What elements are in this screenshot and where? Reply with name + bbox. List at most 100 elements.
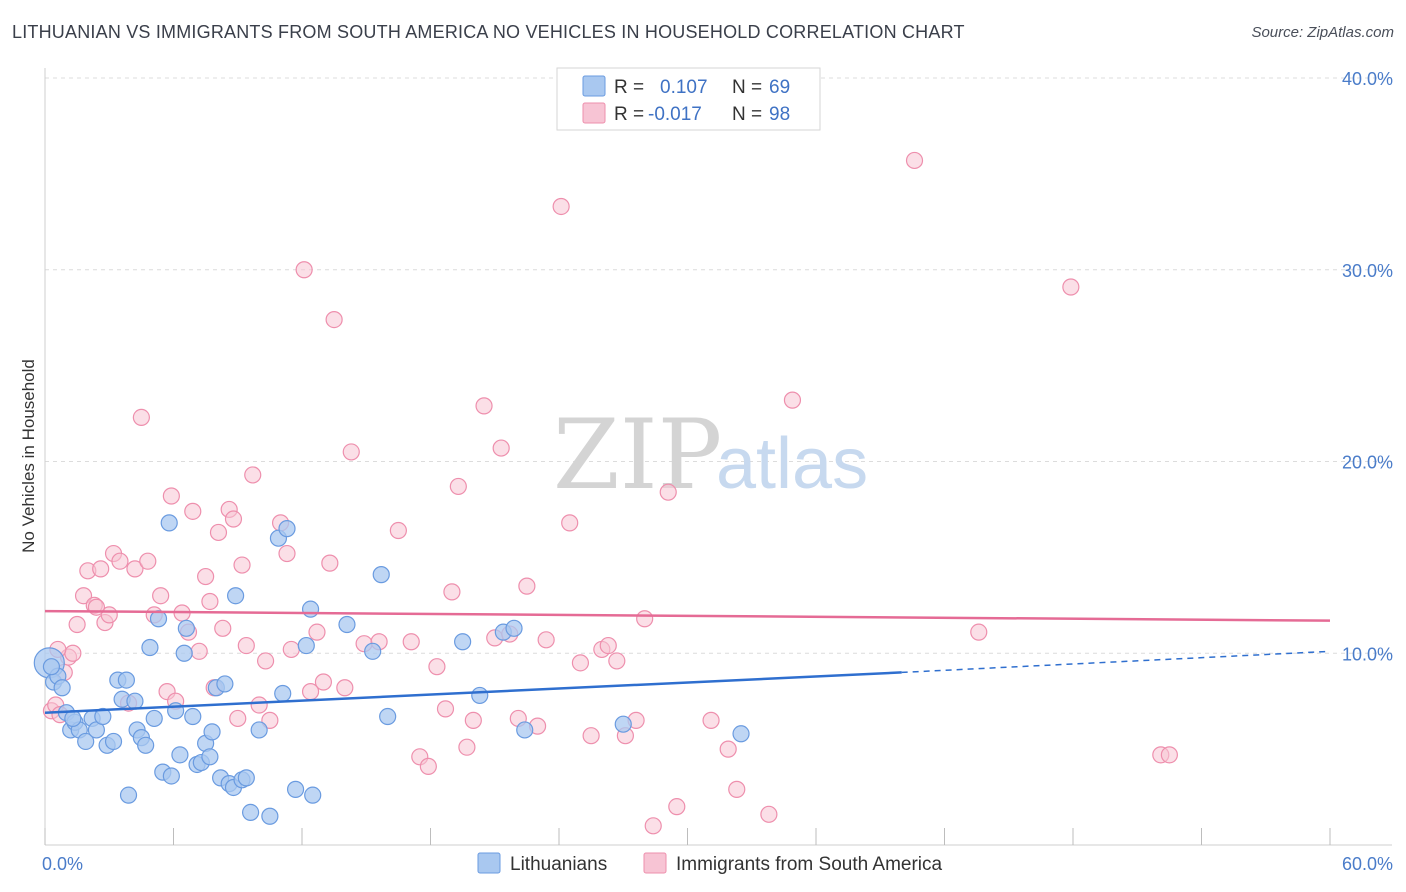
lithuanians-point-21 [137, 736, 155, 754]
lithuanians-point-27 [162, 767, 180, 785]
immigrants-point-82 [636, 610, 654, 628]
immigrants-point-45 [295, 261, 313, 279]
immigrants-point-83 [644, 817, 662, 835]
lithuanians-point-46 [242, 803, 260, 822]
lithuanians-point-59 [379, 707, 397, 726]
immigrants-point-85 [668, 798, 686, 816]
lithuanians-point-51 [278, 520, 296, 538]
bottom-legend-label-immigrants: Immigrants from South America [676, 854, 943, 875]
lithuanians-point-3 [53, 679, 71, 697]
lithuanians-point-65 [614, 715, 632, 733]
immigrants-point-89 [760, 805, 778, 823]
immigrants-point-37 [237, 636, 255, 655]
lithuanians-point-60 [454, 633, 472, 651]
immigrants-point-44 [282, 640, 300, 659]
immigrants-point-64 [464, 711, 482, 729]
immigrants-point-61 [443, 583, 461, 601]
immigrants-point-62 [449, 477, 467, 496]
x-tick-label-1: 60.0% [1342, 854, 1393, 874]
immigrants-point-91 [905, 151, 924, 170]
lithuanians-point-11 [94, 707, 112, 726]
immigrants-point-20 [152, 587, 170, 605]
series-lithuanians-points [33, 514, 750, 825]
immigrants-point-70 [518, 577, 536, 595]
immigrants-point-84 [659, 483, 677, 501]
tick-labels: 10.0% 20.0% 30.0% 40.0% 0.0% 60.0% [42, 69, 1393, 874]
immigrants-point-41 [261, 711, 279, 729]
bottom-legend-swatch-lithuanians [477, 852, 501, 874]
immigrants-point-51 [336, 679, 354, 697]
immigrants-point-72 [537, 631, 555, 649]
immigrants-point-92 [970, 623, 988, 641]
lithuanians-point-30 [175, 644, 193, 662]
lithuanians-point-36 [201, 748, 219, 766]
lithuanians-point-61 [471, 686, 489, 705]
lithuanians-point-18 [126, 692, 144, 710]
immigrants-point-79 [608, 652, 626, 670]
lithuanians-point-53 [297, 636, 315, 655]
lithuanians-point-64 [516, 721, 534, 739]
immigrants-point-93 [1062, 278, 1080, 296]
immigrants-point-52 [342, 443, 360, 461]
immigrants-point-14 [111, 552, 129, 570]
legend-n-label-1: N = [732, 77, 762, 98]
y-tick-label-2: 30.0% [1342, 261, 1393, 281]
legend-r-value-2: -0.017 [648, 104, 702, 125]
immigrants-point-86 [702, 711, 720, 729]
lithuanians-point-63 [505, 619, 523, 637]
chart-title: LITHUANIAN VS IMMIGRANTS FROM SOUTH AMER… [12, 22, 965, 42]
legend-swatch-lithuanians [582, 75, 606, 97]
immigrants-point-38 [244, 466, 262, 484]
lithuanians-point-26 [160, 514, 178, 532]
lithuanians-trend-dashed [901, 650, 1331, 674]
lithuanians-point-43 [227, 587, 245, 605]
immigrants-point-74 [561, 514, 579, 532]
immigrants-point-87 [719, 740, 737, 758]
immigrants-point-55 [389, 521, 407, 540]
lithuanians-point-32 [184, 707, 202, 726]
lithuanians-trend-solid [44, 671, 902, 714]
grid-lines [45, 77, 1392, 654]
lithuanians-point-16 [117, 671, 135, 689]
watermark-atlas: atlas [716, 424, 868, 504]
immigrants-point-60 [436, 700, 455, 718]
lithuanians-point-40 [216, 675, 234, 693]
y-tick-label-1: 20.0% [1342, 453, 1393, 473]
series-immigrants-points [42, 151, 1178, 835]
lithuanians-point-50 [274, 684, 292, 703]
lithuanians-point-52 [286, 780, 305, 798]
immigrants-point-26 [184, 502, 202, 520]
immigrants-point-56 [402, 633, 420, 651]
legend-n-value-1: 69 [769, 77, 790, 98]
bottom-legend-label-lithuanians: Lithuanians [510, 854, 607, 875]
lithuanians-point-8 [77, 732, 95, 751]
immigrants-point-50 [325, 311, 343, 329]
immigrants-point-5 [64, 644, 82, 662]
immigrants-point-63 [458, 738, 476, 756]
lithuanians-point-68 [42, 658, 61, 676]
series-legend: Lithuanians Immigrants from South Americ… [477, 852, 943, 875]
lithuanians-point-31 [177, 619, 195, 637]
immigrants-point-88 [728, 780, 746, 798]
y-tick-label-0: 10.0% [1342, 644, 1393, 664]
immigrants-point-27 [190, 642, 208, 660]
immigrants-point-73 [552, 197, 570, 216]
lithuanians-point-55 [304, 786, 322, 804]
immigrants-point-32 [214, 619, 232, 637]
lithuanians-point-66 [732, 725, 750, 743]
immigrants-point-97 [87, 598, 106, 616]
immigrants-point-40 [256, 652, 275, 670]
legend-r-label-1: R = [614, 77, 644, 98]
lithuanians-point-58 [372, 566, 390, 584]
immigrants-point-95 [1160, 746, 1178, 764]
immigrants-point-75 [571, 654, 590, 672]
immigrants-point-7 [74, 587, 93, 605]
legend-swatch-immigrants [582, 102, 606, 124]
immigrants-point-39 [250, 696, 268, 714]
legend-n-label-2: N = [732, 104, 762, 125]
legend-n-value-2: 98 [769, 104, 790, 125]
immigrants-point-90 [783, 391, 802, 409]
lithuanians-point-47 [250, 721, 268, 739]
immigrants-point-76 [582, 727, 600, 745]
lithuanians-point-45 [237, 769, 255, 787]
